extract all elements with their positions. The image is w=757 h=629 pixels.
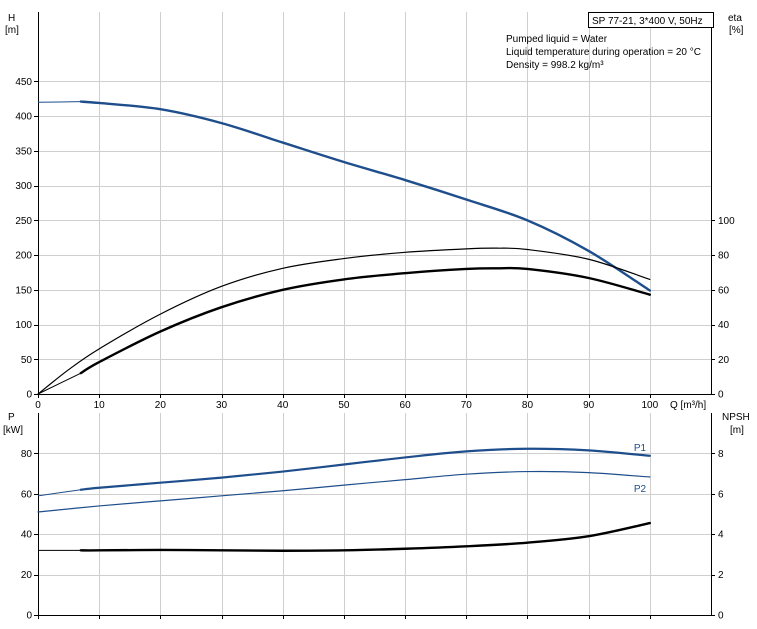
bottom-right-tick-label: 2 — [718, 570, 724, 581]
top-right-tick-label: 100 — [718, 216, 735, 227]
x-axis-label: Q [m³/h] — [670, 400, 706, 411]
top-left-tick-label: 350 — [15, 146, 32, 157]
model-label: SP 77-21, 3*400 V, 50Hz — [592, 16, 703, 27]
top-left-tick-label: 150 — [15, 285, 32, 296]
bottom-series-2-curve — [79, 521, 652, 552]
top-ticks: 0 10 20 30 40 50 60 70 80 90 100050100150200250300… — [15, 12, 735, 411]
top-left-tick-label: 200 — [15, 251, 32, 262]
bottom-left-tick-label: 80 — [21, 449, 33, 460]
x-tick-label: 10 — [94, 400, 106, 411]
bottom-right-tick-label: 4 — [718, 530, 724, 541]
x-tick-label: 50 — [338, 400, 350, 411]
top-left-axis-unit: [m] — [5, 25, 19, 36]
top-right-tick-label: 60 — [718, 285, 730, 296]
bottom-right-axis-title: NPSH — [722, 412, 750, 423]
top-right-tick-label: 80 — [718, 251, 730, 262]
top-left-axis-title: H — [8, 13, 15, 24]
top-left-tick-label: 450 — [15, 77, 32, 88]
info-line-density: Density = 998.2 kg/m³ — [506, 60, 604, 71]
info-line-liquid: Pumped liquid = Water — [506, 34, 608, 45]
bottom-right-tick-label: 6 — [718, 489, 724, 500]
x-tick-label: 70 — [461, 400, 473, 411]
top-series-1-curve — [37, 247, 651, 395]
top-left-tick-label: 100 — [15, 320, 32, 331]
bottom-curves: P1 P2 — [37, 443, 652, 552]
x-tick-label: 30 — [216, 400, 228, 411]
x-tick-label: 80 — [522, 400, 534, 411]
x-tick-label: 20 — [155, 400, 167, 411]
series-label-p1: P1 — [634, 443, 647, 454]
bottom-left-tick-label: 40 — [21, 530, 33, 541]
bottom-left-axis-unit: [kW] — [3, 425, 23, 436]
top-left-tick-label: 300 — [15, 181, 32, 192]
top-curves — [37, 100, 652, 395]
x-tick-label: 100 — [641, 400, 658, 411]
bottom-right-tick-label: 8 — [718, 449, 724, 460]
top-left-tick-label: 400 — [15, 112, 32, 123]
top-left-tick-label: 0 — [26, 390, 32, 401]
bottom-right-tick-label: 0 — [718, 611, 724, 622]
series-label-p2: P2 — [634, 484, 647, 495]
head-efficiency-panel: 0 10 20 30 40 50 60 70 80 90 100050100150200250300… — [5, 12, 744, 411]
top-left-tick-label: 250 — [15, 216, 32, 227]
top-series-0-curve — [79, 100, 652, 292]
x-tick-label: 60 — [400, 400, 412, 411]
bottom-series-1-curve — [37, 470, 651, 513]
x-tick-label: 40 — [277, 400, 289, 411]
bottom-series-0-curve — [79, 447, 651, 491]
top-series-2-extension-curve — [37, 372, 82, 395]
top-series-2-curve — [79, 266, 652, 375]
info-line-temperature: Liquid temperature during operation = 20… — [506, 47, 701, 58]
top-left-tick-label: 50 — [21, 355, 33, 366]
bottom-series-0-extension-curve — [37, 489, 81, 497]
bottom-left-tick-label: 60 — [21, 489, 33, 500]
info-panel: SP 77-21, 3*400 V, 50Hz Pumped liquid = … — [506, 12, 714, 71]
power-npsh-panel: 0 20 40 60 80 0 2 4 6 8 P1 P2 P [kW] NPSH [m] — [3, 412, 750, 622]
bottom-ticks: 0 20 40 60 80 0 2 4 6 8 — [21, 413, 724, 622]
top-right-tick-label: 40 — [718, 320, 730, 331]
x-tick-label: 90 — [583, 400, 595, 411]
bottom-grid — [38, 413, 711, 616]
top-right-tick-label: 20 — [718, 355, 730, 366]
bottom-left-tick-label: 0 — [26, 611, 32, 622]
x-tick-label: 0 — [35, 400, 41, 411]
top-right-axis-unit: [%] — [729, 25, 744, 36]
top-series-0-extension-curve — [37, 101, 81, 103]
model-box — [588, 12, 714, 28]
bottom-right-axis-unit: [m] — [730, 425, 744, 436]
top-right-tick-label: 0 — [718, 390, 724, 401]
top-grid — [38, 12, 711, 395]
bottom-left-tick-label: 20 — [21, 570, 33, 581]
top-right-axis-title: eta — [728, 13, 742, 24]
bottom-left-axis-title: P — [8, 412, 15, 423]
